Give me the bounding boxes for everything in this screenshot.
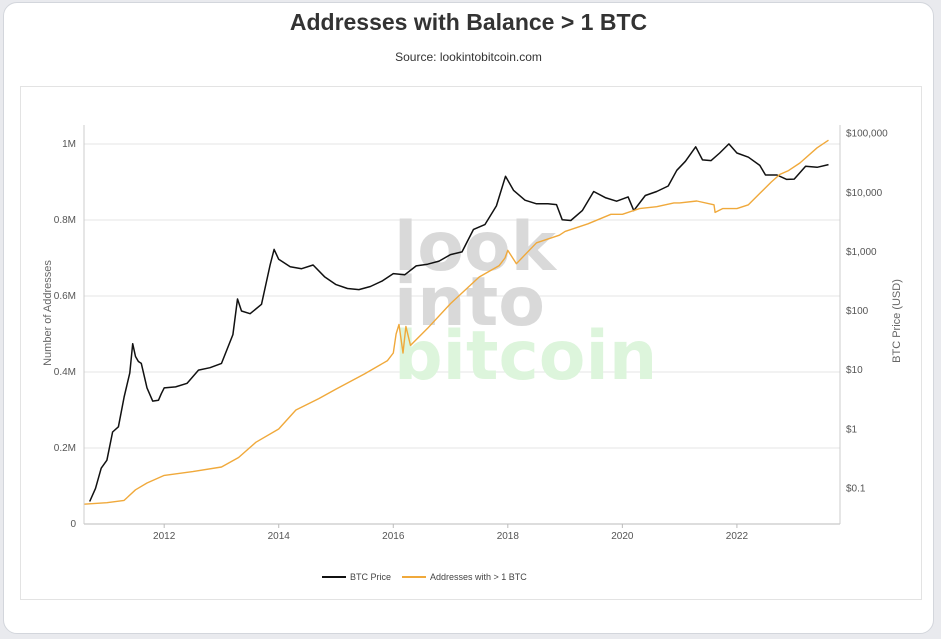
y-right-tick-label: $100	[846, 306, 869, 317]
y-right-tick-label: $1	[846, 424, 858, 435]
y-axis-right-label: BTC Price (USD)	[891, 279, 903, 363]
watermark-into: into	[394, 263, 545, 342]
chart-card: Addresses with Balance > 1 BTC Source: l…	[3, 2, 934, 634]
y-right-tick-label: $1,000	[846, 247, 877, 258]
watermark-bitcoin: bitcoin	[394, 317, 657, 396]
watermark-look: look	[394, 208, 558, 287]
x-tick-label: 2012	[153, 531, 176, 542]
btc-price-line	[89, 143, 829, 502]
chart-source: Source: lookintobitcoin.com	[395, 50, 542, 64]
y-left-tick-label: 0.4M	[54, 367, 76, 378]
y-axis-left-label: Number of Addresses	[42, 260, 54, 366]
chart-svg: look into bitcoin 0 0.2M 0.4M 0.6M 0.8M 1M $0.…	[42, 125, 903, 582]
y-left-tick-label: 0.8M	[54, 215, 76, 226]
axes: 0 0.2M 0.4M 0.6M 0.8M 1M $0.1 $1 $10 $100 $1,000 $1…	[54, 125, 888, 542]
chart-title: Addresses with Balance > 1 BTC	[289, 9, 648, 35]
x-tick-label: 2016	[382, 531, 405, 542]
legend: BTC Price Addresses with > 1 BTC	[322, 572, 527, 582]
y-right-tick-label: $10	[846, 365, 863, 376]
addresses-line	[83, 139, 829, 505]
y-right-tick-label: $10,000	[846, 188, 883, 199]
x-tick-label: 2014	[268, 531, 291, 542]
plot-frame	[20, 86, 922, 600]
legend-addresses-label: Addresses with > 1 BTC	[430, 572, 527, 582]
x-tick-label: 2018	[497, 531, 520, 542]
y-left-tick-label: 1M	[62, 139, 76, 150]
x-tick-label: 2022	[726, 531, 749, 542]
y-left-tick-label: 0.2M	[54, 443, 76, 454]
y-left-tick-label: 0	[70, 519, 76, 530]
watermark: look into bitcoin	[394, 208, 657, 396]
y-left-tick-label: 0.6M	[54, 291, 76, 302]
y-right-tick-label: $100,000	[846, 129, 888, 140]
legend-btc-price-label: BTC Price	[350, 572, 391, 582]
x-tick-label: 2020	[611, 531, 634, 542]
y-right-tick-label: $0.1	[846, 483, 866, 494]
series-lines	[83, 139, 829, 505]
